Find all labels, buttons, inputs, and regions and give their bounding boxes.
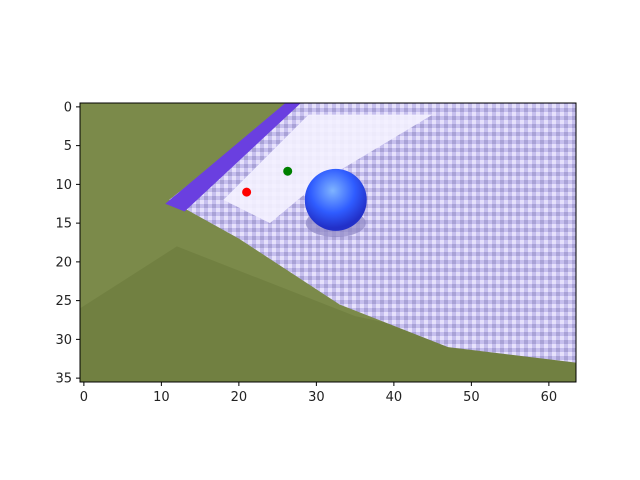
x-tick-label: 0 — [80, 390, 88, 405]
x-tick-label: 40 — [386, 390, 403, 405]
x-tick-label: 20 — [231, 390, 248, 405]
scatter-point-2 — [283, 166, 293, 176]
sheet-edge — [165, 103, 301, 212]
y-tick-label: 0 — [64, 100, 72, 115]
x-tick-label: 30 — [308, 390, 325, 405]
x-tick-label: 50 — [463, 390, 480, 405]
plot-frame — [79, 102, 577, 383]
y-tick-label: 5 — [64, 139, 72, 154]
y-tick-label: 25 — [55, 294, 72, 309]
y-tick-label: 10 — [55, 178, 72, 193]
y-tick-label: 35 — [55, 372, 72, 387]
sheet-highlight — [223, 114, 433, 224]
y-tick-label: 20 — [55, 255, 72, 270]
ground-shadow — [80, 246, 576, 382]
x-axis: 0 10 20 30 40 50 60 — [80, 382, 557, 405]
x-tick-label: 10 — [153, 390, 170, 405]
scatter-points — [242, 166, 293, 197]
y-tick-label: 30 — [55, 333, 72, 348]
y-tick-label: 15 — [55, 217, 72, 232]
x-tick-label: 60 — [541, 390, 558, 405]
scatter-point-1 — [242, 187, 252, 197]
blue-ball — [304, 168, 367, 231]
y-axis: 0 5 10 15 20 25 30 35 — [55, 100, 80, 387]
pixel-image — [80, 103, 576, 382]
